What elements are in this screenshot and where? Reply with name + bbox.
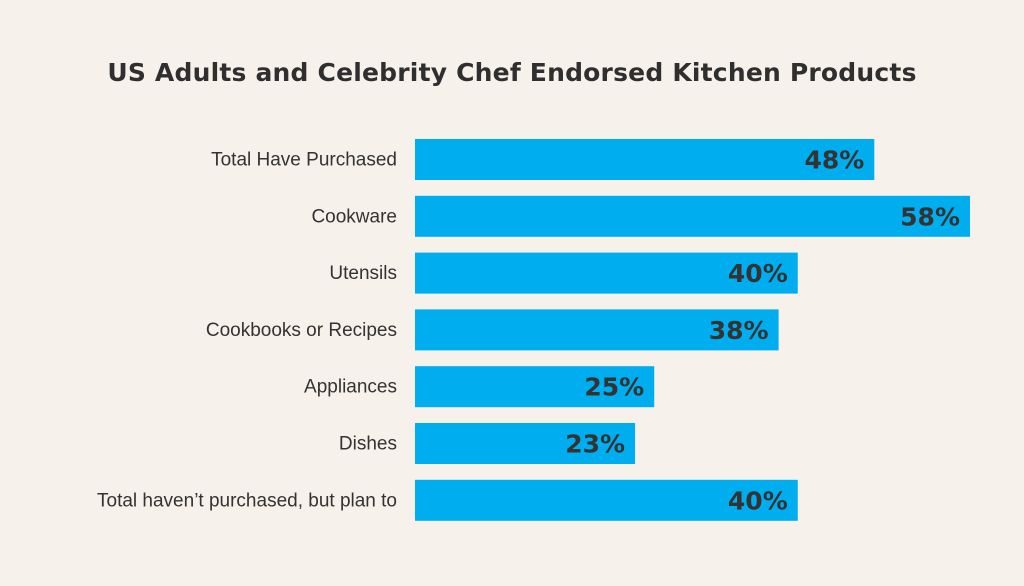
bar-2 — [415, 252, 798, 294]
value-label: 25% — [584, 373, 644, 402]
category-label: Dishes — [339, 434, 397, 455]
value-label: 23% — [565, 430, 625, 459]
bar-3 — [415, 309, 779, 351]
category-label: Total haven’t purchased, but plan to — [97, 490, 397, 511]
bar-5 — [415, 423, 636, 464]
value-label: 40% — [728, 486, 788, 515]
category-label: Cookbooks or Recipes — [206, 320, 397, 341]
category-label: Total Have Purchased — [211, 150, 397, 171]
category-label: Cookware — [311, 206, 397, 227]
value-label: 40% — [728, 259, 788, 288]
bar-6 — [415, 479, 798, 521]
bar-0 — [415, 139, 875, 180]
value-label: 38% — [709, 316, 769, 345]
chart-title: US Adults and Celebrity Chef Endorsed Ki… — [107, 58, 917, 87]
value-label: 58% — [900, 202, 960, 231]
value-label: 48% — [804, 146, 864, 175]
bar-1 — [415, 195, 970, 237]
category-label: Appliances — [304, 377, 397, 398]
category-label: Utensils — [329, 263, 397, 284]
bar-4 — [415, 366, 655, 408]
